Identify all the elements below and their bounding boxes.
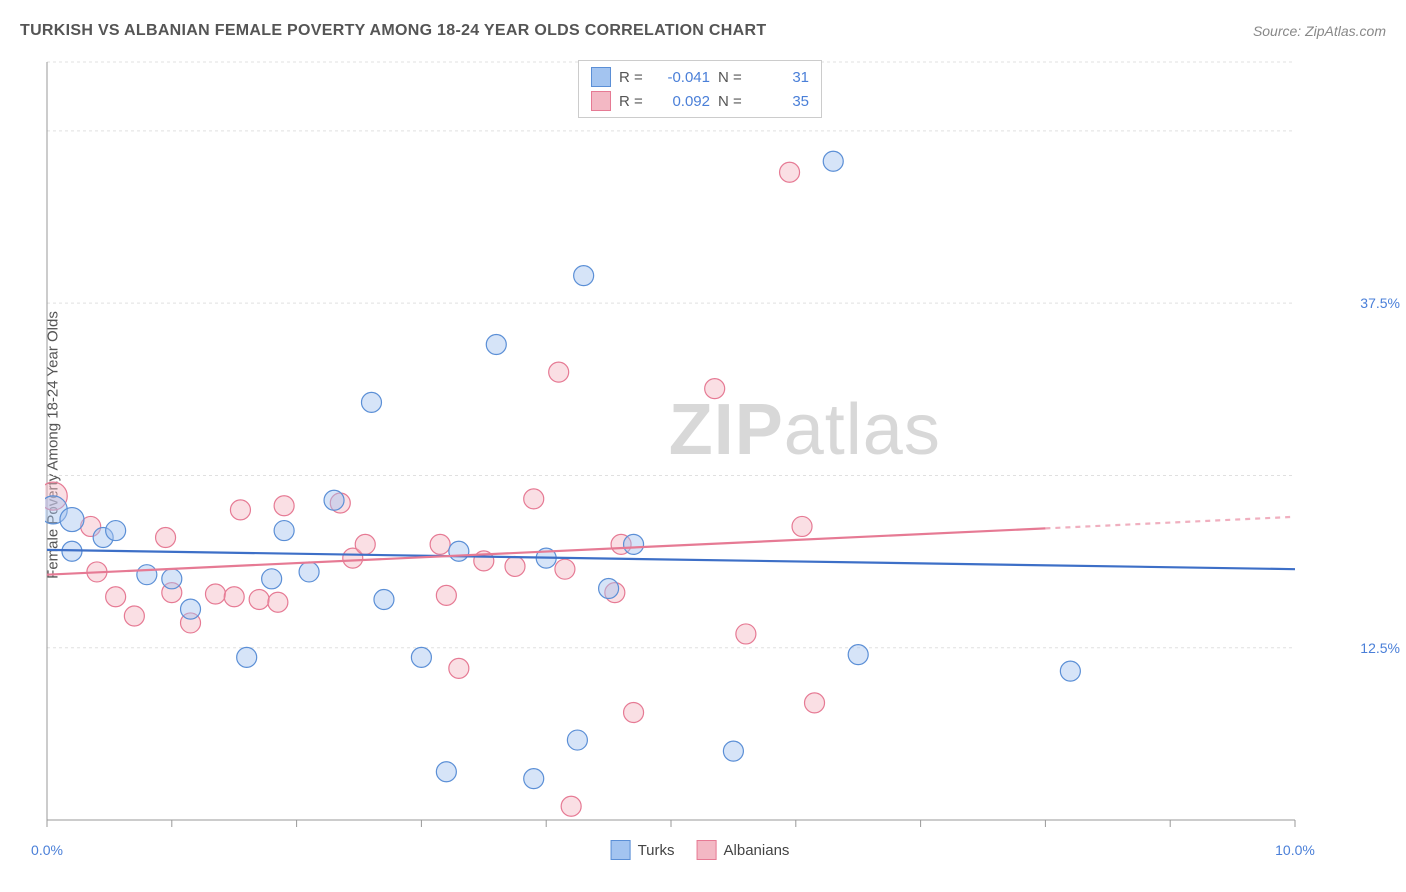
y-tick-label: 37.5% [1360, 295, 1400, 311]
legend-stats: R = -0.041 N = 31 R = 0.092 N = 35 [578, 60, 822, 118]
legend-label-turks: Turks [638, 842, 675, 859]
albanians-r-value: 0.092 [655, 93, 710, 110]
legend-swatch-turks-bottom [611, 840, 631, 860]
albanians-n-value: 35 [754, 93, 809, 110]
x-tick-label: 0.0% [31, 842, 63, 858]
y-tick-label: 12.5% [1360, 640, 1400, 656]
legend-swatch-albanians [591, 91, 611, 111]
x-tick-label: 10.0% [1275, 842, 1315, 858]
legend-label-albanians: Albanians [724, 842, 790, 859]
legend-swatch-turks [591, 67, 611, 87]
legend-item-turks: Turks [611, 840, 675, 860]
turks-n-value: 31 [754, 69, 809, 86]
chart-header: TURKISH VS ALBANIAN FEMALE POVERTY AMONG… [20, 22, 1386, 40]
turks-r-value: -0.041 [655, 69, 710, 86]
chart-title: TURKISH VS ALBANIAN FEMALE POVERTY AMONG… [20, 22, 766, 40]
chart-area: Female Poverty Among 18-24 Year Olds ZIP… [45, 60, 1355, 830]
legend-swatch-albanians-bottom [697, 840, 717, 860]
legend-series: Turks Albanians [611, 840, 790, 860]
scatter-plot [45, 60, 1355, 830]
legend-stats-row-turks: R = -0.041 N = 31 [591, 65, 809, 89]
legend-item-albanians: Albanians [697, 840, 790, 860]
chart-source: Source: ZipAtlas.com [1253, 23, 1386, 39]
legend-stats-row-albanians: R = 0.092 N = 35 [591, 89, 809, 113]
